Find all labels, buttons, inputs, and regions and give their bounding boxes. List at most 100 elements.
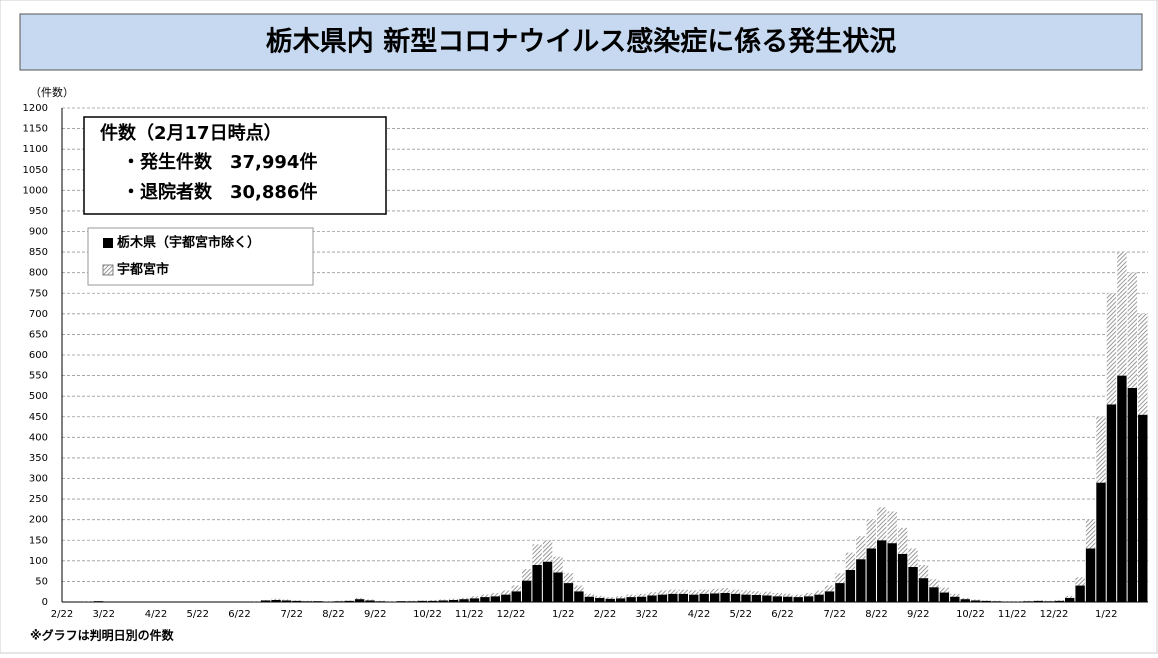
bar-segment: [532, 544, 541, 565]
bar-segment: [762, 592, 771, 596]
bar-segment: [585, 594, 594, 597]
bar-segment: [355, 598, 364, 599]
y-tick-label: 1050: [23, 165, 48, 176]
bar-segment: [1055, 601, 1064, 602]
x-tick-label: 11/22: [998, 609, 1027, 620]
bar-segment: [720, 588, 729, 593]
bar-segment: [553, 572, 562, 602]
bar-segment: [668, 590, 677, 594]
bar-segment: [334, 601, 343, 602]
bar-segment: [501, 595, 510, 602]
bar-segment: [271, 600, 280, 602]
bar-segment: [825, 586, 834, 592]
bar-segment: [1128, 273, 1137, 388]
bar-segment: [804, 593, 813, 596]
chart-title: 栃木県内 新型コロナウイルス感染症に係る発生状況: [266, 26, 896, 58]
bar-segment: [846, 553, 855, 570]
bar-segment: [710, 589, 719, 594]
x-tick-label: 9/22: [364, 609, 386, 620]
bar-segment: [783, 594, 792, 597]
bar-segment: [846, 570, 855, 602]
bar-segment: [919, 578, 928, 602]
bar-segment: [512, 591, 521, 602]
y-tick-label: 900: [29, 227, 48, 238]
bar-segment: [825, 591, 834, 602]
bar-segment: [480, 597, 489, 602]
bar-segment: [679, 594, 688, 602]
bar-segment: [887, 511, 896, 543]
bar-segment: [835, 573, 844, 583]
bar-segment: [710, 593, 719, 602]
y-tick-label: 500: [29, 391, 48, 402]
bar-segment: [1107, 293, 1116, 404]
bar-segment: [1034, 601, 1043, 602]
bar-segment: [658, 590, 667, 594]
bar-segment: [1023, 601, 1032, 602]
y-tick-label: 400: [29, 432, 48, 443]
bar-segment: [898, 528, 907, 554]
bar-segment: [491, 593, 500, 596]
bar-segment: [981, 601, 990, 602]
bar-segment: [1086, 520, 1095, 549]
x-tick-label: 2/22: [594, 609, 616, 620]
y-tick-label: 700: [29, 309, 48, 320]
y-label: （件数）: [30, 86, 74, 99]
bar-segment: [647, 595, 656, 602]
bar-segment: [689, 595, 698, 602]
bar-segment: [470, 596, 479, 598]
bar-segment: [313, 601, 322, 602]
bar-segment: [459, 598, 468, 599]
legend-label: 栃木県（宇都宮市除く）: [117, 235, 260, 251]
bar-segment: [1138, 415, 1147, 602]
bar-segment: [1096, 483, 1105, 602]
y-tick-label: 150: [29, 535, 48, 546]
bar-segment: [773, 596, 782, 602]
bar-segment: [595, 596, 604, 598]
info-cases: ・発生件数 37,994件: [122, 151, 317, 173]
bar-segment: [418, 601, 427, 602]
bar-segment: [449, 599, 458, 600]
bar-segment: [470, 598, 479, 602]
y-tick-label: 0: [42, 597, 48, 608]
y-tick-label: 550: [29, 371, 48, 382]
legend-swatch: [103, 265, 113, 275]
y-tick-label: 100: [29, 556, 48, 567]
x-tick-label: 4/22: [688, 609, 710, 620]
bar-segment: [637, 597, 646, 602]
bar-segment: [950, 597, 959, 602]
bar-segment: [877, 507, 886, 540]
bar-segment: [887, 543, 896, 602]
bar-segment: [344, 601, 353, 602]
x-tick-label: 8/22: [865, 609, 887, 620]
y-tick-label: 50: [35, 576, 48, 587]
bar-segment: [1065, 596, 1074, 598]
bar-segment: [867, 520, 876, 549]
bar-segment: [616, 596, 625, 598]
bar-segment: [574, 586, 583, 592]
bar-segment: [428, 600, 437, 601]
bar-segment: [512, 586, 521, 592]
bar-segment: [522, 569, 531, 581]
y-tick-label: 350: [29, 453, 48, 464]
y-tick-label: 450: [29, 412, 48, 423]
bar-segment: [731, 590, 740, 594]
x-tick-label: 12/22: [1040, 609, 1069, 620]
bar-segment: [773, 593, 782, 596]
bar-segment: [501, 590, 510, 594]
y-tick-label: 250: [29, 494, 48, 505]
bar-segment: [282, 600, 291, 602]
legend-swatch: [103, 238, 113, 248]
bar-segment: [971, 600, 980, 602]
x-tick-label: 7/22: [823, 609, 845, 620]
bar-segment: [365, 600, 374, 601]
y-tick-label: 650: [29, 329, 48, 340]
bar-segment: [856, 559, 865, 602]
bar-segment: [397, 601, 406, 602]
x-tick-label: 5/22: [730, 609, 752, 620]
bar-segment: [804, 596, 813, 602]
bar-segment: [428, 601, 437, 602]
bar-segment: [835, 583, 844, 602]
bar-segment: [898, 554, 907, 602]
bar-segment: [626, 595, 635, 597]
bar-segment: [271, 599, 280, 600]
